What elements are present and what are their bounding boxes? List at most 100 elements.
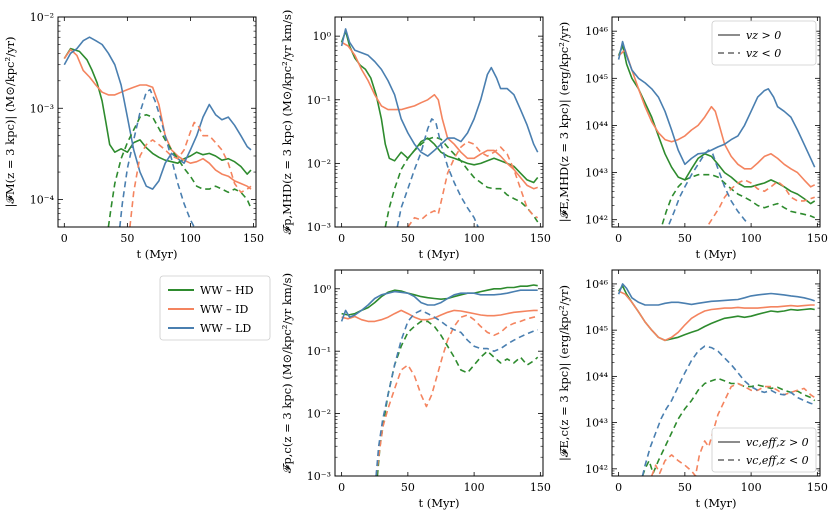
panel-legend: vz > 0 vz < 0 [711, 20, 817, 66]
panel-legend: vc,eff,z > 0 vc,eff,z < 0 [711, 427, 817, 473]
x-tick-label: 100 [464, 481, 485, 494]
y-tick-label: 10⁰ [313, 283, 332, 296]
series-line-id-solid [618, 290, 815, 342]
series-line-hd-solid [340, 30, 539, 184]
y-tick-label: 10⁻³ [30, 102, 54, 115]
y-axis-label: 𝓕p,MHD(z = 3 kpc) (M⊙/kpc²/yr km/s) [280, 10, 294, 235]
series-line-id-solid [618, 49, 816, 188]
panel-p2: 0 50 100 150 t (Myr) 10⁻³ 10⁻² 10⁻¹ 10⁰ 𝓕p,MHD(z … [280, 10, 551, 261]
axes-frame [611, 269, 821, 477]
series-line-ld-solid [617, 283, 815, 306]
panel-p6: 0 50 100 150 t (Myr) 10⁴² 10⁴³ 10⁴⁴ 10⁴⁵ 10⁴⁶ |𝓕E,… [557, 269, 828, 510]
series-line-ld-solid [63, 36, 252, 190]
run-legend-label: WW – LD [200, 322, 251, 335]
x-tick-label: 50 [401, 232, 415, 245]
y-tick-label: 10⁴⁵ [585, 324, 608, 337]
y-tick-label: 10⁻² [307, 157, 331, 170]
legend-label: vz > 0 [746, 29, 781, 42]
x-axis-label: t (Myr) [695, 247, 736, 261]
y-tick-label: 10⁴⁶ [585, 278, 608, 291]
run-legend-box [159, 275, 271, 341]
series-group [617, 40, 816, 225]
series-group [340, 28, 539, 227]
series-line-hd-solid [63, 47, 252, 175]
y-axis-label: |𝓕E,MHD(z = 3 kpc)| (erg/kpc²/yr) [557, 22, 572, 222]
series-line-ld-dashed [668, 149, 750, 225]
x-tick-label: 50 [678, 481, 692, 494]
series-line-id-dashed [375, 314, 538, 476]
y-axis-label: |𝓕E,c(z = 3 kpc)| (erg/kpc²/yr) [557, 285, 572, 461]
y-tick-label: 10⁴³ [585, 167, 608, 180]
series-line-id-solid [341, 309, 538, 323]
x-tick-label: 150 [530, 481, 551, 494]
axes-frame [334, 269, 544, 477]
series-group [63, 36, 252, 227]
y-tick-label: 10⁴⁴ [585, 119, 608, 132]
x-axis-label: t (Myr) [136, 247, 177, 261]
y-tick-label: 10⁴⁶ [585, 25, 608, 38]
x-tick-label: 100 [741, 481, 762, 494]
series-line-ld-solid [340, 289, 538, 322]
panel-p5: 0 50 100 150 t (Myr) 10⁻³ 10⁻² 10⁻¹ 10⁰ 𝓕p,c(z = … [280, 269, 551, 510]
y-axis-label: 𝓕p,c(z = 3 kpc) (M⊙/kpc²/yr km/s) [280, 273, 294, 473]
x-tick-label: 100 [741, 232, 762, 245]
y-tick-label: 10⁻² [30, 11, 54, 24]
x-tick-label: 0 [615, 481, 622, 494]
x-tick-label: 150 [807, 232, 828, 245]
y-tick-label: 10⁴² [585, 463, 608, 476]
x-tick-label: 150 [807, 481, 828, 494]
y-tick-label: 10⁴⁵ [585, 72, 608, 85]
series-line-hd-dashed [384, 136, 539, 227]
x-tick-label: 150 [530, 232, 551, 245]
y-tick-label: 10⁻² [307, 408, 331, 421]
x-axis-label: t (Myr) [418, 247, 459, 261]
series-line-id-solid [341, 41, 538, 190]
x-axis-label: t (Myr) [418, 496, 459, 510]
panel-p3: 0 50 100 150 t (Myr) 10⁴² 10⁴³ 10⁴⁴ 10⁴⁵ 10⁴⁶ |𝓕E,… [557, 16, 828, 261]
axes-frame [611, 16, 821, 228]
run-legend-label: WW – HD [200, 284, 254, 297]
run-legend: WW – HD WW – ID WW – LD [159, 275, 271, 341]
y-tick-label: 10⁴³ [585, 417, 608, 430]
x-tick-label: 100 [464, 232, 485, 245]
x-axis-label: t (Myr) [695, 496, 736, 510]
y-tick-label: 10⁴² [585, 214, 608, 227]
series-line-hd-solid [341, 284, 538, 316]
x-tick-label: 0 [338, 481, 345, 494]
series-line-hd-solid [617, 44, 816, 205]
x-tick-label: 0 [615, 232, 622, 245]
legend-label: vc,eff,z > 0 [746, 436, 809, 449]
series-line-id-dashed [407, 140, 539, 227]
series-line-id-dashed [650, 382, 816, 476]
series-line-hd-dashed [641, 377, 816, 476]
series-line-id-solid [63, 48, 252, 190]
x-tick-label: 150 [243, 232, 264, 245]
panel-p1: 0 50 100 150 t (Myr) 10⁻⁴ 10⁻³ 10⁻² |𝓕M(z = 3 kp… [3, 11, 264, 261]
series-line-ld-dashed [119, 88, 195, 227]
series-line-ld-dashed [375, 309, 538, 476]
y-tick-label: 10⁻³ [307, 470, 331, 483]
y-tick-label: 10⁻⁴ [30, 194, 55, 207]
series-group [340, 284, 539, 476]
y-tick-label: 10⁻¹ [307, 345, 331, 358]
x-tick-label: 50 [401, 481, 415, 494]
series-line-id-dashed [129, 121, 252, 227]
legend-box [711, 20, 817, 66]
series-group [617, 283, 816, 476]
y-tick-label: 10⁻³ [307, 221, 331, 234]
axes-frame [57, 16, 257, 228]
series-line-hd-dashed [661, 173, 816, 225]
series-line-hd-dashed [376, 320, 539, 476]
x-tick-label: 50 [678, 232, 692, 245]
x-tick-label: 0 [61, 232, 68, 245]
legend-box [711, 427, 817, 473]
legend-label: vc,eff,z < 0 [746, 454, 809, 467]
x-tick-label: 0 [338, 232, 345, 245]
series-line-hd-solid [617, 285, 815, 342]
y-tick-label: 10⁰ [313, 30, 332, 43]
series-line-ld-solid [617, 40, 816, 168]
axes-frame [334, 16, 544, 228]
y-axis-label: |𝓕M(z = 3 kpc)| (M⊙/kpc²/yr) [3, 37, 18, 208]
series-line-hd-dashed [107, 113, 252, 227]
